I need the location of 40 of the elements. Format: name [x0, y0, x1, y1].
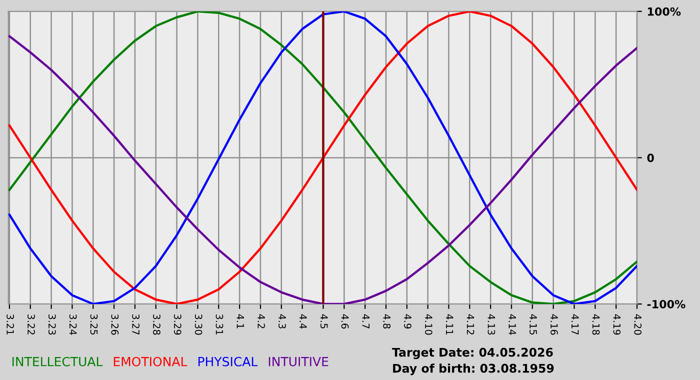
x-tick-label: 3.25 [90, 314, 98, 335]
text: EMOTIONAL [114, 356, 188, 366]
x-tick-label: 3.22 [28, 314, 35, 334]
x-tick-label: 4.13 [488, 314, 496, 335]
x-tick-label: 3.29 [174, 314, 182, 335]
x-tick-label: 4.7 [362, 314, 370, 328]
text: Day of birth: 03.08.1959 [393, 364, 554, 376]
x-tick-label: 4.20 [634, 314, 642, 335]
x-tick-label: 4.17 [572, 314, 579, 335]
x-tick-label: 3.28 [153, 314, 160, 335]
x-tick-label: 3.31 [216, 314, 224, 334]
x-tick-label: 4.6 [341, 314, 349, 329]
y-tick-label: 0 [647, 154, 654, 162]
x-tick-label: 4.15 [530, 314, 537, 335]
text: INTELLECTUAL [12, 356, 103, 366]
y-tick-label: -100% [647, 300, 686, 308]
x-tick-label: 4.10 [424, 314, 432, 335]
x-tick-label: 4.14 [508, 314, 516, 335]
x-tick-label: 3.24 [69, 314, 77, 335]
text: Target Date: 04.05.2026 [392, 348, 553, 360]
x-tick-label: 3.30 [194, 314, 202, 335]
x-tick-label: 4.18 [592, 314, 600, 335]
x-tick-label: 4.12 [466, 314, 474, 334]
x-tick-label: 4.19 [613, 314, 621, 335]
x-tick-label: 4.8 [383, 314, 391, 329]
x-tick-label: 3.21 [6, 314, 14, 334]
text: PHYSICAL [198, 356, 258, 366]
x-tick-label: 4.9 [404, 314, 412, 328]
text: INTUITIVE [268, 357, 328, 366]
x-tick-label: 4.3 [278, 314, 286, 328]
x-tick-label: 4.4 [300, 314, 307, 329]
x-tick-label: 4.16 [550, 314, 558, 335]
x-tick-label: 4.5 [320, 314, 328, 328]
x-tick-label: 3.23 [48, 314, 56, 335]
x-tick-label: 4.2 [258, 314, 265, 328]
x-tick-label: 4.11 [446, 314, 454, 334]
x-tick-label: 3.26 [111, 314, 119, 335]
y-tick-label: 100% [648, 7, 681, 16]
x-tick-label: 3.27 [132, 314, 140, 335]
x-tick-label: 4.1 [236, 314, 244, 328]
